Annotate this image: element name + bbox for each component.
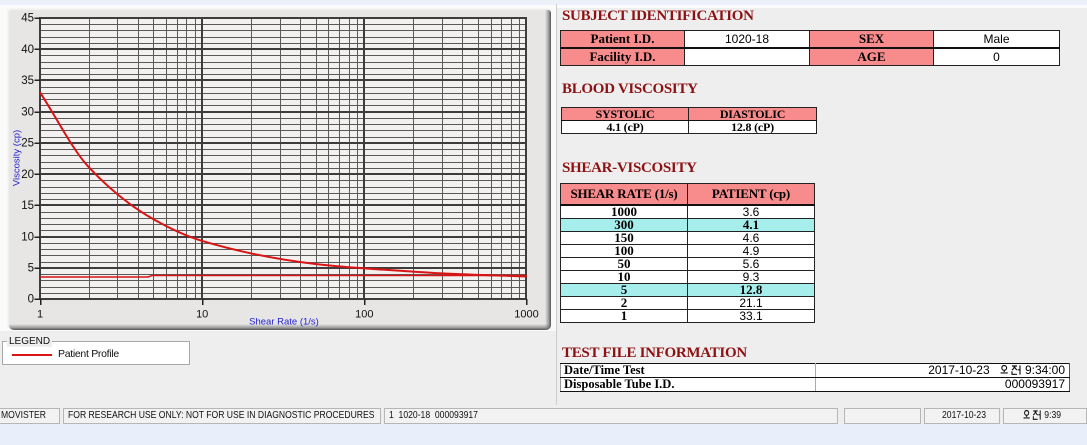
svg-text:100: 100 xyxy=(355,309,373,321)
svg-text:20: 20 xyxy=(21,169,34,181)
svg-text:1: 1 xyxy=(37,309,43,321)
svg-text:40: 40 xyxy=(21,44,34,56)
svg-text:45: 45 xyxy=(21,13,34,25)
svg-text:1000: 1000 xyxy=(514,309,538,321)
svg-text:30: 30 xyxy=(21,106,34,118)
svg-text:10: 10 xyxy=(196,309,208,321)
svg-text:Shear Rate (1/s): Shear Rate (1/s) xyxy=(249,317,319,328)
svg-text:0: 0 xyxy=(28,294,34,306)
svg-text:35: 35 xyxy=(21,75,34,87)
svg-text:15: 15 xyxy=(21,200,34,212)
svg-text:5: 5 xyxy=(28,263,34,275)
svg-text:25: 25 xyxy=(21,138,34,150)
svg-text:Viscosity (cp): Viscosity (cp) xyxy=(12,130,23,186)
svg-text:10: 10 xyxy=(21,231,34,243)
